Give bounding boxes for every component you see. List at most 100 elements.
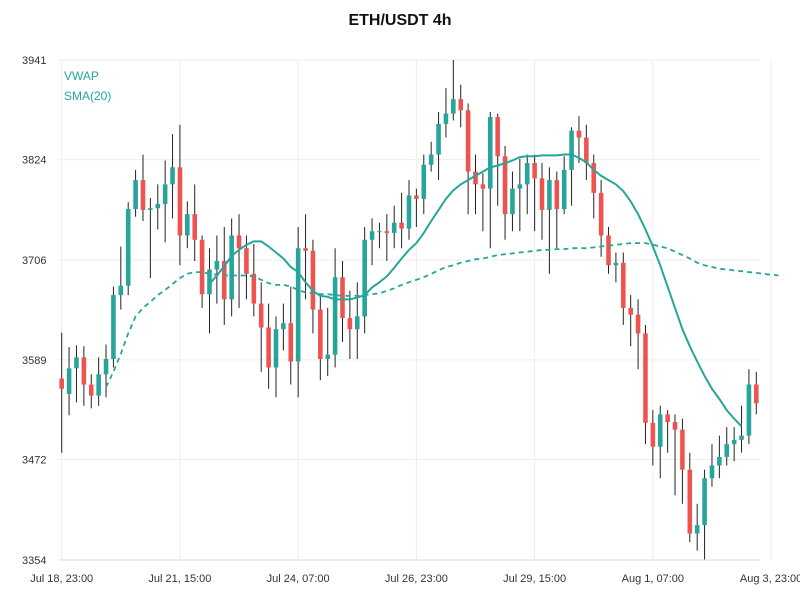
candle-body (192, 214, 197, 240)
candle-body (354, 316, 360, 330)
candle-body (133, 180, 138, 210)
candle-body (547, 180, 552, 210)
candle (561, 156, 567, 215)
candle (177, 124, 183, 266)
candle-body (524, 163, 530, 185)
candle (739, 405, 744, 453)
candle (539, 163, 545, 240)
candle (487, 111, 493, 249)
candle (88, 374, 94, 409)
candle-body (665, 414, 670, 423)
candle (192, 184, 197, 262)
candle (325, 307, 331, 377)
candle-body (369, 231, 375, 240)
candle (295, 226, 301, 398)
candle-body (584, 137, 589, 164)
candle (443, 88, 449, 138)
candle-body (539, 178, 545, 210)
candle (59, 332, 64, 453)
candle (532, 154, 537, 232)
candle (584, 124, 589, 181)
candle (606, 226, 611, 274)
candle (495, 113, 500, 206)
candle-body (569, 130, 574, 170)
candle (155, 184, 161, 230)
candle (229, 218, 234, 317)
candle (377, 222, 382, 249)
candle-body (399, 222, 404, 229)
candle (347, 290, 353, 359)
candle (310, 239, 316, 334)
candle-body (606, 235, 611, 266)
candle (569, 127, 574, 206)
candle-body (746, 384, 752, 436)
y-tick-label: 3824 (22, 155, 46, 167)
candle (473, 154, 478, 215)
candle-body (310, 250, 316, 310)
x-tick-label: Jul 21, 15:00 (148, 573, 211, 585)
x-tick-label: Aug 1, 07:00 (622, 573, 684, 585)
candle-body (103, 358, 109, 375)
candle-body (443, 113, 449, 124)
candle (635, 299, 641, 370)
candle-body (88, 384, 94, 396)
candle (318, 295, 323, 381)
candle (554, 171, 560, 249)
candle (717, 435, 722, 479)
legend-entry: SMA(20) (64, 89, 111, 103)
candle-body (295, 248, 301, 362)
candle-body (480, 184, 486, 189)
candle (111, 286, 116, 368)
candle (665, 410, 670, 453)
candle-body (465, 110, 471, 172)
candle (517, 158, 523, 232)
candle (354, 282, 360, 359)
candle-body (244, 248, 249, 274)
candle-body (266, 327, 271, 368)
candle (613, 252, 619, 283)
candle (74, 345, 79, 403)
candle-body (81, 357, 87, 385)
candle (458, 84, 464, 128)
candle-body (288, 323, 294, 362)
x-tick-label: Jul 18, 23:00 (30, 573, 93, 585)
candle (244, 235, 249, 300)
candle-body (325, 354, 331, 359)
candle (657, 405, 663, 479)
candle (362, 226, 367, 334)
candle (258, 282, 264, 372)
legend-entry: VWAP (64, 69, 99, 83)
candle-body (273, 329, 279, 368)
candle (399, 192, 404, 249)
candle-body (236, 235, 242, 249)
candle-body (162, 184, 168, 204)
candle-body (74, 357, 79, 369)
candle-body (421, 164, 427, 199)
candle (628, 295, 633, 347)
grid-layer (58, 59, 772, 561)
candle-body (754, 384, 759, 404)
candle-body (709, 465, 715, 479)
candle-body (66, 368, 72, 394)
candle-body (613, 262, 619, 266)
axis-layer: 3354 3472 3589 3706 3824 3941 Jul 18, 23:00 Jul… (22, 55, 800, 585)
candle (214, 235, 220, 304)
candle-body (140, 180, 146, 210)
candle (480, 173, 486, 232)
candle (680, 418, 685, 504)
candle-body (185, 214, 190, 236)
y-tick-label: 3472 (22, 454, 46, 466)
candle-body (702, 478, 707, 526)
x-tick-label: Aug 3, 23:00 (740, 573, 800, 585)
candle-body (731, 439, 737, 445)
candle-body (451, 99, 456, 114)
candle (754, 371, 759, 415)
candle (746, 369, 752, 445)
candle (303, 214, 308, 300)
candle (170, 134, 175, 219)
candle (428, 141, 434, 172)
candle (148, 197, 153, 279)
candle-body (554, 180, 560, 210)
candle (694, 503, 700, 551)
candle-body (318, 309, 323, 359)
